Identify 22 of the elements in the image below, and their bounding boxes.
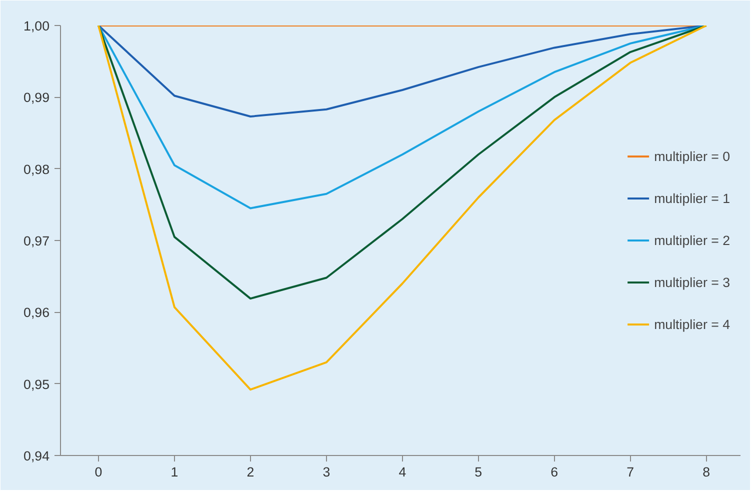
x-tick-label: 2 xyxy=(246,464,254,480)
legend-label: multiplier = 1 xyxy=(654,190,730,206)
legend-label: multiplier = 3 xyxy=(654,274,730,290)
legend-label: multiplier = 0 xyxy=(654,148,730,164)
y-tick-label: 0,99 xyxy=(24,90,50,106)
x-tick-label: 6 xyxy=(550,464,558,480)
x-tick-label: 7 xyxy=(626,464,634,480)
line-series xyxy=(97,26,708,391)
y-tick-label: 0,96 xyxy=(24,305,50,320)
x-tick-label: 8 xyxy=(702,464,710,480)
legend-label: multiplier = 2 xyxy=(654,232,730,248)
y-tick-label: 0,98 xyxy=(24,162,50,177)
x-tick-label: 0 xyxy=(94,464,102,480)
x-tick-label: 1 xyxy=(170,464,178,480)
y-tick-label: 0,95 xyxy=(24,376,50,392)
y-tick-label: 0,94 xyxy=(24,448,50,464)
x-tick-label: 5 xyxy=(474,464,482,480)
y-tick-label: 1,00 xyxy=(24,18,50,34)
y-tick-label: 0,97 xyxy=(24,234,50,248)
x-tick-label: 3 xyxy=(322,464,330,480)
legend-label: multiplier = 4 xyxy=(654,316,730,332)
x-tick-label: 4 xyxy=(398,464,407,480)
